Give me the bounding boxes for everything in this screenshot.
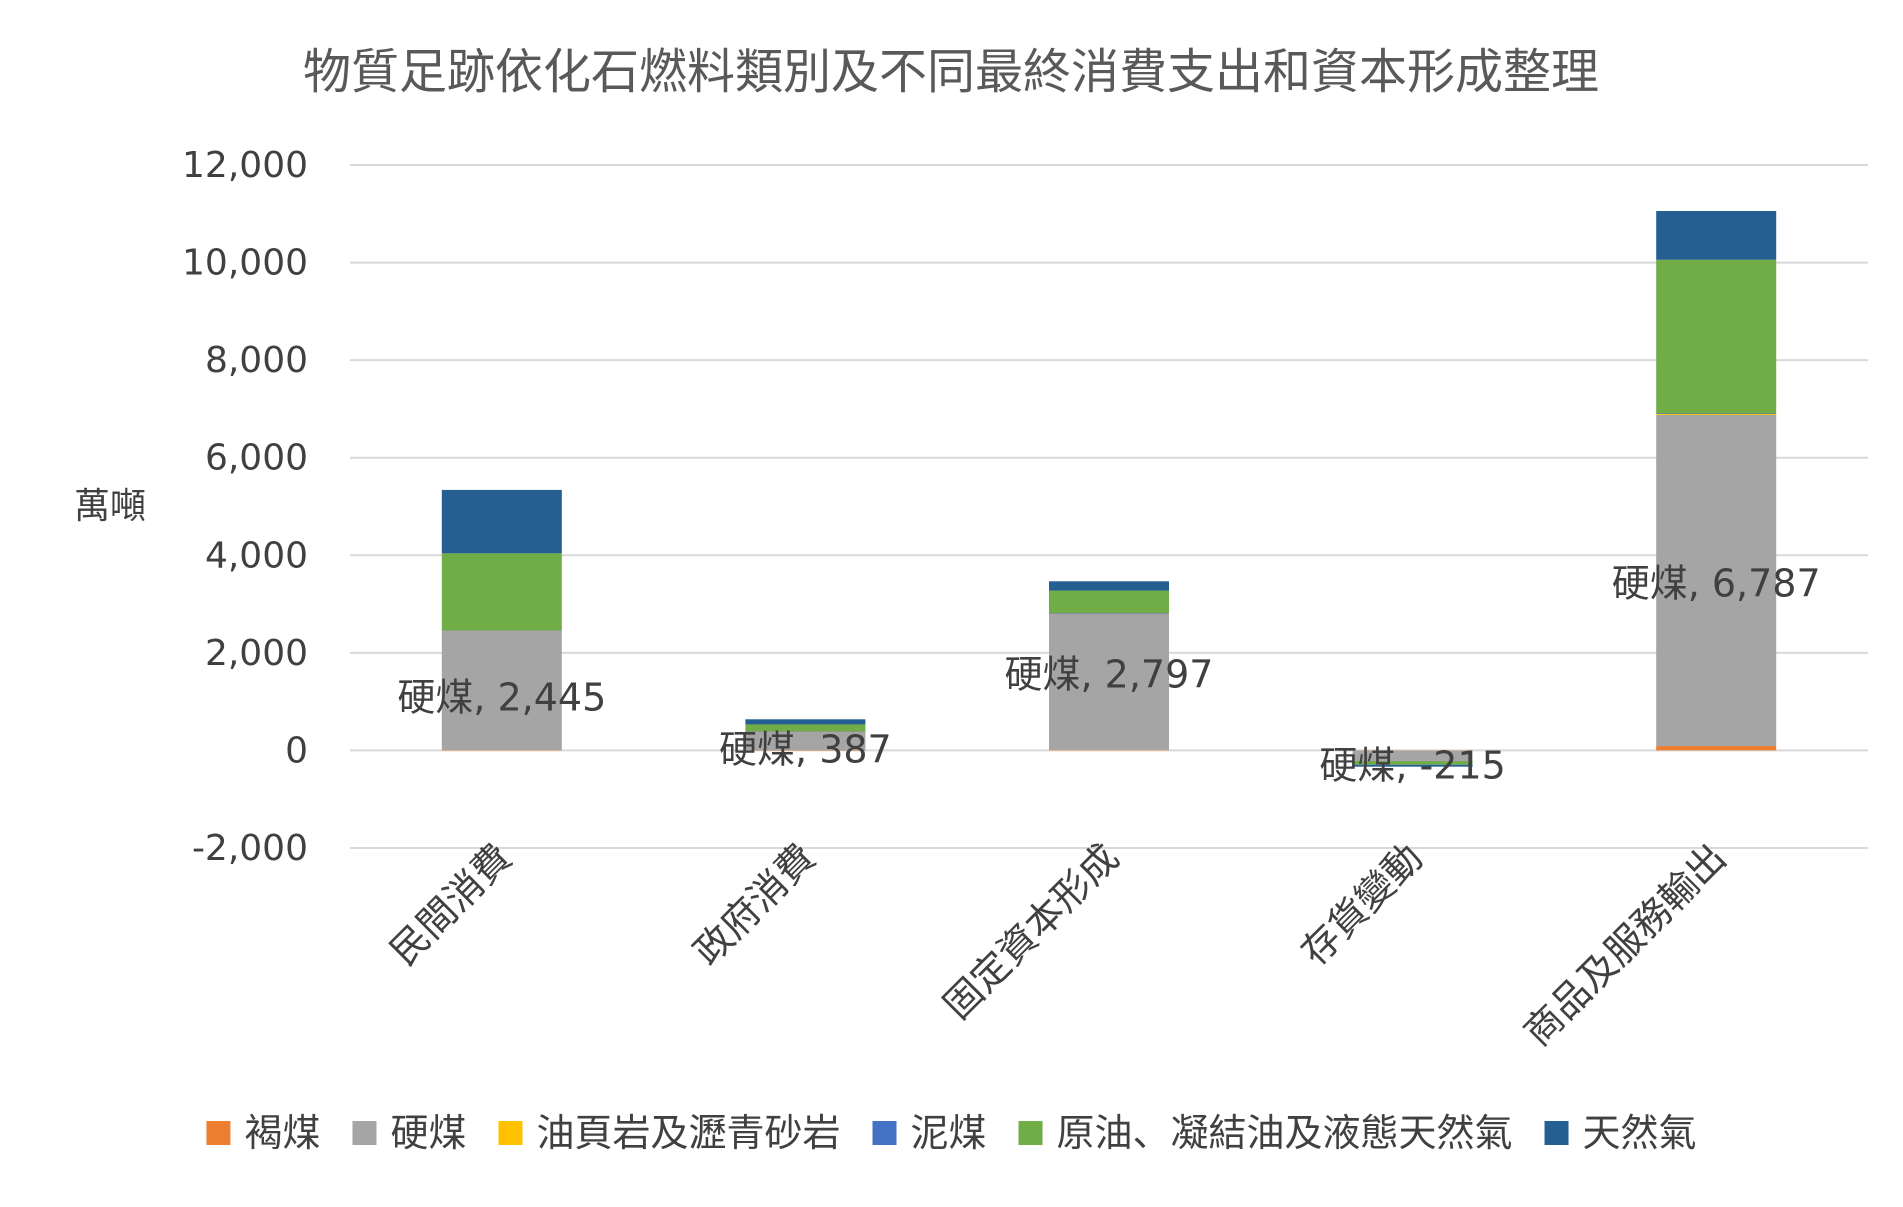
bar-segment bbox=[1352, 761, 1473, 765]
bar-segment bbox=[745, 719, 866, 725]
bar-segment bbox=[1049, 749, 1169, 751]
y-tick-label: -2,000 bbox=[192, 828, 308, 869]
bar-segment bbox=[441, 630, 562, 631]
legend: 褐煤 硬煤 油頁岩及瀝青砂岩 泥煤 原油、凝結油及液態天然氣 天然氣 bbox=[206, 1111, 1697, 1155]
data-label: 硬煤, 387 bbox=[719, 727, 892, 771]
legend-label: 油頁岩及瀝青砂岩 bbox=[536, 1111, 840, 1155]
legend-label: 褐煤 bbox=[244, 1111, 320, 1155]
legend-swatch bbox=[352, 1121, 377, 1145]
legend-swatch bbox=[206, 1121, 231, 1145]
bar-segment bbox=[1049, 612, 1169, 614]
y-tick-label: 8,000 bbox=[205, 340, 308, 381]
legend-label: 硬煤 bbox=[390, 1111, 466, 1155]
y-axis-label: 萬噸 bbox=[74, 486, 146, 527]
y-tick-label: 0 bbox=[285, 730, 308, 771]
bar-segment bbox=[745, 750, 866, 751]
bar-segment bbox=[1656, 414, 1777, 747]
data-label: 硬煤, -215 bbox=[1319, 743, 1505, 787]
bar-segment bbox=[1656, 259, 1777, 414]
y-tick-label: 6,000 bbox=[205, 438, 308, 479]
bar-segment bbox=[441, 630, 562, 750]
legend-swatch bbox=[1018, 1121, 1043, 1145]
bar-segment bbox=[1049, 590, 1169, 613]
bar-segment bbox=[745, 724, 866, 732]
legend-label: 天然氣 bbox=[1583, 1111, 1697, 1155]
y-axis-ticks: -2,000 0 2,000 4,000 6,000 8,000 10,000 12,000 bbox=[182, 145, 308, 869]
bar-segment bbox=[1656, 413, 1777, 415]
legend-label: 原油、凝結油及液態天然氣 bbox=[1057, 1111, 1513, 1155]
y-tick-label: 4,000 bbox=[205, 535, 308, 576]
bar-segment bbox=[1049, 581, 1169, 591]
bar-segment bbox=[1049, 613, 1169, 750]
bar-segment bbox=[1656, 746, 1777, 751]
bar-segment bbox=[1352, 764, 1473, 767]
legend-label: 泥煤 bbox=[911, 1111, 987, 1155]
data-label: 硬煤, 6,787 bbox=[1612, 562, 1821, 606]
data-label: 硬煤, 2,797 bbox=[1005, 652, 1214, 696]
bar-segment bbox=[441, 489, 562, 554]
y-tick-label: 10,000 bbox=[182, 243, 308, 284]
legend-swatch bbox=[498, 1121, 523, 1145]
bar-segment bbox=[441, 553, 562, 631]
bar-segment bbox=[1352, 750, 1473, 762]
y-tick-label: 2,000 bbox=[205, 633, 308, 674]
data-labels: 硬煤, 2,445 硬煤, 387 硬煤, 2,797 硬煤, -215 硬煤, 6,7… bbox=[397, 562, 1820, 788]
y-tick-label: 12,000 bbox=[182, 145, 308, 186]
bars bbox=[441, 211, 1777, 767]
legend-swatch bbox=[872, 1121, 897, 1145]
data-label: 硬煤, 2,445 bbox=[397, 675, 606, 719]
bar-segment bbox=[1656, 211, 1777, 260]
legend-swatch bbox=[1544, 1121, 1569, 1145]
bar-segment bbox=[441, 749, 562, 751]
bar-segment bbox=[745, 731, 866, 732]
bar-segment bbox=[1656, 413, 1777, 414]
bar-segment bbox=[745, 731, 866, 751]
chart-title: 物質足跡依化石燃料類別及不同最終消費支出和資本形成整理 bbox=[303, 44, 1599, 100]
